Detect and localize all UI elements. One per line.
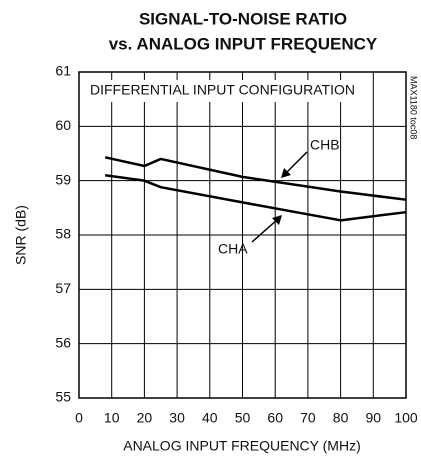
line <box>104 173 407 222</box>
arrow <box>284 151 308 175</box>
arrowhead <box>272 215 282 225</box>
chart-title: SIGNAL-TO-NOISE RATIO <box>139 9 347 28</box>
series-label: CHB <box>310 137 340 153</box>
y-tick-label: 59 <box>55 171 71 187</box>
x-axis-label: ANALOG INPUT FREQUENCY (MHz) <box>123 438 361 454</box>
x-tick-label: 70 <box>300 410 316 426</box>
y-tick-label: 61 <box>55 63 71 79</box>
x-tick-label: 40 <box>202 410 218 426</box>
chart-subtitle: vs. ANALOG INPUT FREQUENCY <box>109 34 378 53</box>
y-axis-label: SNR (dB) <box>13 205 29 265</box>
x-tick-label: 0 <box>75 410 83 426</box>
x-tick-label: 30 <box>169 410 185 426</box>
y-tick-label: 56 <box>55 334 71 350</box>
x-tick-label: 100 <box>394 410 418 426</box>
x-tick-label: 80 <box>333 410 349 426</box>
annotation: DIFFERENTIAL INPUT CONFIGURATION <box>90 82 355 98</box>
y-tick-label: 60 <box>55 117 71 133</box>
y-tick-label: 57 <box>55 280 71 296</box>
x-tick-label: 20 <box>137 410 153 426</box>
y-tick-label: 55 <box>55 389 71 405</box>
arrow <box>251 218 279 243</box>
annotation: MAX1180 toc08 <box>409 76 419 139</box>
x-tick-label: 10 <box>104 410 120 426</box>
x-tick-label: 50 <box>235 410 251 426</box>
x-tick-label: 90 <box>366 410 382 426</box>
x-tick-label: 60 <box>267 410 283 426</box>
y-tick-label: 58 <box>55 226 71 242</box>
series-label: CHA <box>218 241 248 257</box>
arrowhead <box>281 168 291 178</box>
annotation-background <box>82 80 352 102</box>
line <box>104 156 407 201</box>
